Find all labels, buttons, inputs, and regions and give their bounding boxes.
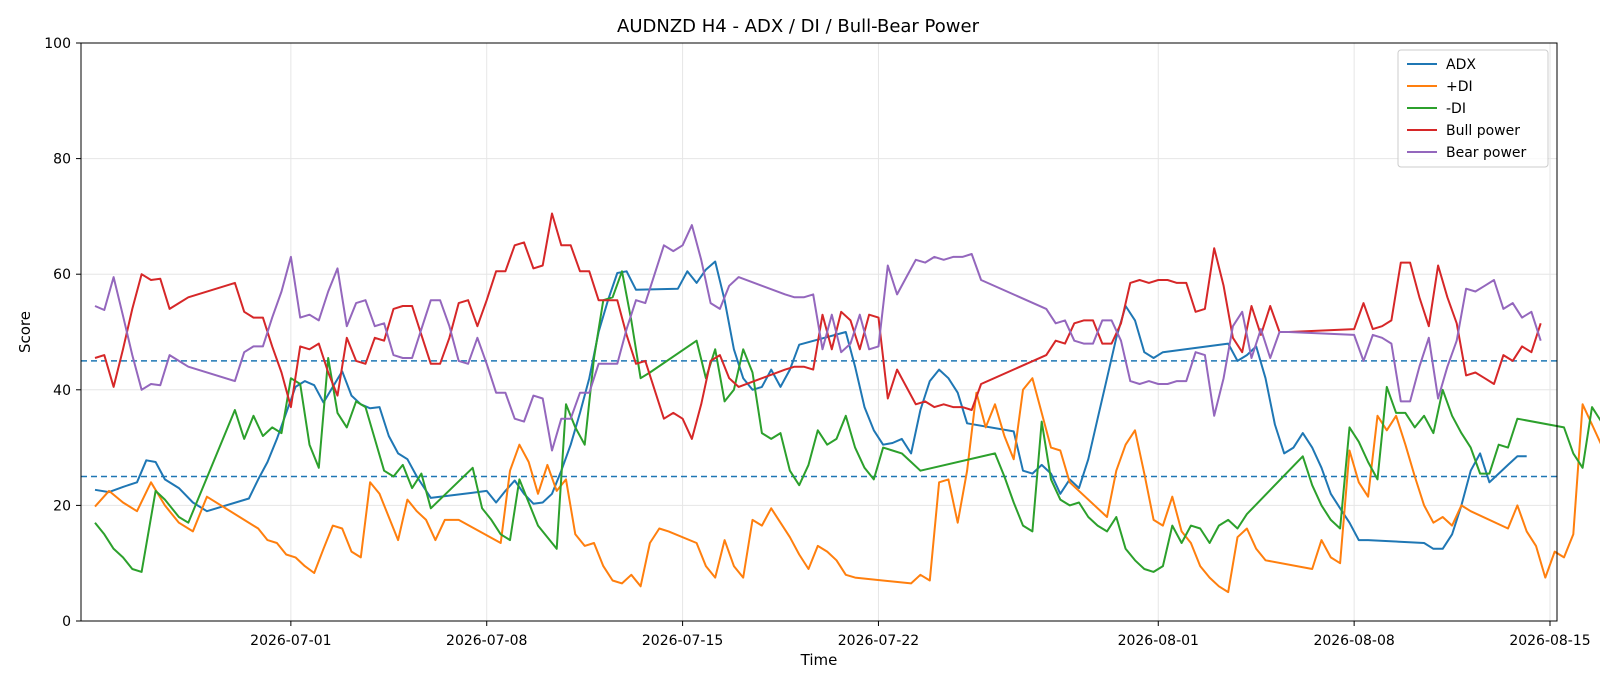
series-line-di bbox=[94, 377, 1600, 594]
y-tick-label: 0 bbox=[62, 614, 71, 630]
x-tick-label: 2026-08-15 bbox=[1509, 633, 1590, 649]
series-line-di bbox=[94, 270, 1600, 573]
y-axis-ticks: 0 20 40 60 80 100 bbox=[44, 36, 81, 630]
x-axis-ticks: 2026-07-01 2026-07-08 2026-07-15 2026-07-22… bbox=[250, 621, 1591, 649]
legend-label-di: +DI bbox=[1446, 79, 1473, 95]
x-axis-label: Time bbox=[800, 651, 838, 669]
chart-title: AUDNZD H4 - ADX / DI / Bull-Bear Power bbox=[617, 16, 980, 37]
x-tick-label: 2026-07-15 bbox=[642, 633, 723, 649]
y-tick-label: 100 bbox=[44, 36, 71, 52]
legend: ADX +DI -DI Bull power Bear power bbox=[1397, 49, 1549, 168]
plot-frame bbox=[80, 42, 1558, 622]
series-line-bull-power bbox=[94, 212, 1542, 440]
y-tick-label: 60 bbox=[53, 267, 71, 283]
y-tick-label: 80 bbox=[53, 152, 71, 168]
legend-box bbox=[1397, 49, 1549, 168]
legend-label-di: -DI bbox=[1446, 101, 1466, 117]
series-layer bbox=[94, 212, 1600, 594]
y-tick-label: 20 bbox=[53, 498, 71, 514]
legend-label-bull-power: Bull power bbox=[1446, 123, 1520, 139]
x-tick-label: 2026-08-01 bbox=[1118, 633, 1199, 649]
x-tick-label: 2026-07-08 bbox=[446, 633, 527, 649]
series-line-bear-power bbox=[94, 224, 1542, 452]
legend-label-bear-power: Bear power bbox=[1446, 145, 1527, 161]
y-axis-label: Score bbox=[16, 311, 34, 353]
y-tick-label: 40 bbox=[53, 383, 71, 399]
x-tick-label: 2026-07-01 bbox=[250, 633, 331, 649]
legend-label-adx: ADX bbox=[1446, 57, 1476, 73]
x-tick-label: 2026-08-08 bbox=[1313, 633, 1394, 649]
x-tick-label: 2026-07-22 bbox=[838, 633, 919, 649]
